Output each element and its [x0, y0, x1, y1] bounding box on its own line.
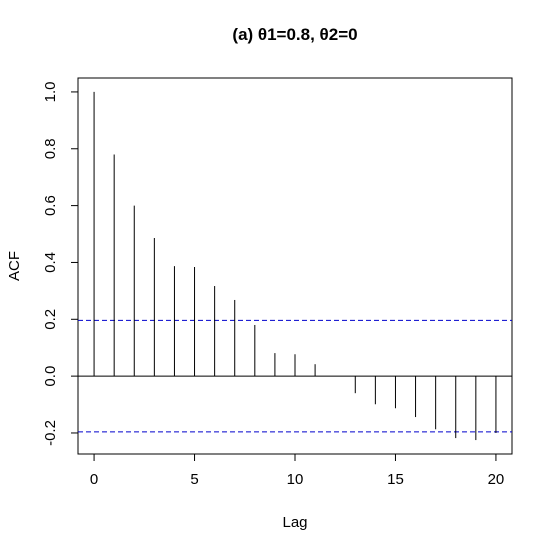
plot-frame	[77, 77, 513, 455]
y-tick-label: -0.2	[42, 420, 59, 446]
y-tick-label: 1.0	[42, 81, 59, 102]
y-tick-label: 0.4	[42, 252, 59, 273]
x-tick-label: 20	[488, 471, 505, 488]
x-tick-label: 15	[387, 471, 404, 488]
x-tick-label: 0	[90, 471, 98, 488]
y-tick-label: 0.0	[42, 366, 59, 387]
y-tick-label: 0.8	[42, 138, 59, 159]
y-tick-label: 0.2	[42, 309, 59, 330]
y-axis-label: ACF	[6, 251, 23, 281]
y-tick-label: 0.6	[42, 195, 59, 216]
x-tick-label: 10	[287, 471, 304, 488]
x-axis-label: Lag	[282, 514, 307, 531]
x-tick-label: 5	[190, 471, 198, 488]
chart-title: (a) θ1=0.8, θ2=0	[232, 25, 357, 44]
